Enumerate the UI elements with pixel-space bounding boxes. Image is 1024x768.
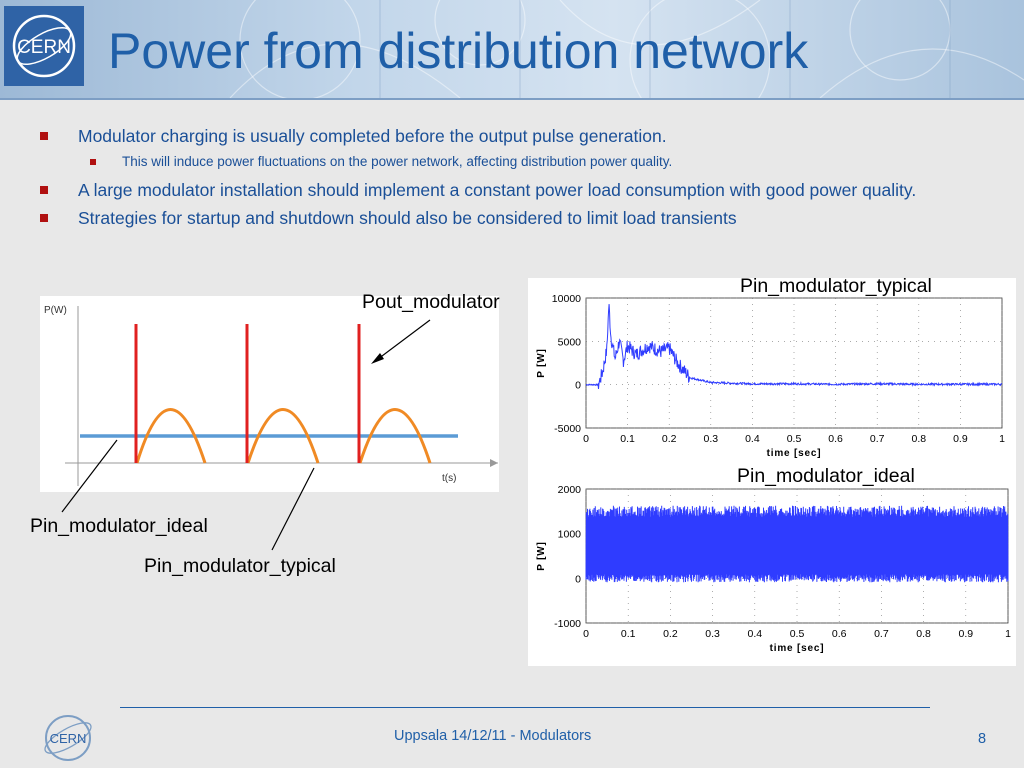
footer-text: Uppsala 14/12/11 - Modulators (394, 728, 592, 744)
y-tick-label: -5000 (554, 423, 581, 435)
series-line (585, 505, 1009, 583)
bullet-item: Modulator charging is usually completed … (40, 124, 1000, 148)
bullet-item: Strategies for startup and shutdown shou… (40, 206, 1000, 230)
y-tick-label: 5000 (558, 336, 582, 348)
x-tick-label: 0.3 (703, 433, 718, 445)
header-rule (0, 98, 1024, 100)
x-tick-label: 0 (583, 433, 589, 445)
y-axis-label: P [W] (536, 348, 547, 377)
y-tick-label: 1000 (558, 529, 582, 541)
x-axis-label: time [sec] (770, 643, 825, 654)
footer-cern-logo-icon: CERN (44, 715, 92, 761)
page-number: 8 (978, 731, 987, 747)
typical-arc (246, 408, 320, 464)
x-tick-label: 0.5 (787, 433, 802, 445)
x-tick-label: 0.8 (911, 433, 926, 445)
sub-bullet-item: This will induce power fluctuations on t… (40, 152, 1000, 172)
y-tick-label: 2000 (558, 484, 582, 496)
bullet-item: A large modulator installation should im… (40, 178, 968, 202)
x-tick-label: 0.4 (747, 628, 762, 640)
x-tick-label: 0.7 (870, 433, 885, 445)
x-tick-label: 0.3 (705, 628, 720, 640)
footer-rule (120, 707, 930, 708)
x-tick-label: 0.9 (953, 433, 968, 445)
pin-ideal-leader (61, 439, 118, 513)
y-tick-label: -1000 (554, 618, 581, 630)
x-tick-label: 0.6 (828, 433, 843, 445)
chart-title: Pin_modulator_ideal (737, 465, 915, 487)
typical-arc (135, 408, 207, 464)
pout-leader (373, 319, 431, 363)
cern-logo-icon: CERN (4, 6, 84, 86)
sketch-x-label: t(s) (442, 473, 456, 484)
chart-title: Pin_modulator_typical (740, 275, 932, 297)
pin-typical-leader (271, 467, 315, 551)
ideal-power-chart: 0 0.1 0.2 0.3 0.4 0.5 0.6 0.7 0.8 0.9 1200010000-1… (536, 484, 1011, 654)
x-tick-label: 0.5 (790, 628, 805, 640)
x-tick-label: 1 (1005, 628, 1011, 640)
plot-frame (585, 297, 1003, 429)
y-tick-label: 0 (575, 573, 581, 585)
x-tick-label: 0.8 (916, 628, 931, 640)
power-sketch: P(W) t(s) (44, 305, 498, 486)
y-axis-label: P [W] (536, 541, 547, 570)
pin-ideal-label: Pin_modulator_ideal (30, 515, 208, 537)
logo-text: CERN (17, 37, 71, 58)
pin-typical-label: Pin_modulator_typical (144, 555, 336, 577)
x-tick-label: 0.1 (621, 628, 636, 640)
page-title: Power from distribution network (108, 23, 809, 79)
bullet-list: Modulator charging is usually completed … (40, 124, 1000, 234)
banner-decoration (229, 0, 1024, 98)
y-tick-label: 0 (575, 380, 581, 392)
series-line (585, 304, 1003, 390)
x-tick-label: 0.6 (832, 628, 847, 640)
x-tick-label: 0.1 (620, 433, 635, 445)
x-tick-label: 0.2 (662, 433, 677, 445)
x-tick-label: 0.7 (874, 628, 889, 640)
typical-arc (358, 408, 432, 464)
pout-modulator-label: Pout_modulator (362, 291, 500, 313)
x-tick-label: 0 (583, 628, 589, 640)
y-tick-label: 10000 (552, 293, 581, 305)
x-tick-label: 0.2 (663, 628, 678, 640)
header-banner (0, 0, 1024, 98)
sketch-panel: P(W) t(s) (40, 296, 499, 492)
x-tick-label: 0.4 (745, 433, 760, 445)
x-tick-label: 0.9 (958, 628, 973, 640)
footer-logo-text: CERN (50, 731, 87, 746)
arrow-head-icon (371, 353, 384, 364)
x-axis-label: time [sec] (767, 448, 822, 459)
x-tick-label: 1 (999, 433, 1005, 445)
sketch-y-label: P(W) (44, 305, 67, 316)
x-arrow-icon (490, 459, 498, 467)
typical-power-chart: 0 0.1 0.2 0.3 0.4 0.5 0.6 0.7 0.8 0.9 11000050000-… (536, 293, 1005, 459)
